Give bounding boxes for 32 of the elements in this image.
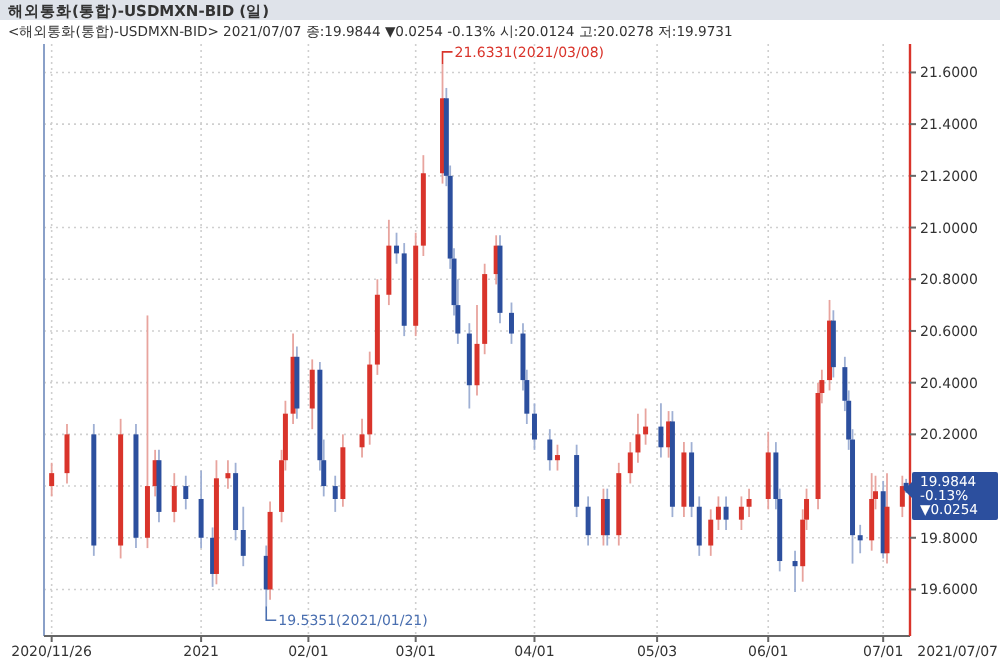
candlestick: [585, 495, 591, 547]
candlestick: [394, 231, 400, 265]
candlestick: [857, 523, 863, 555]
candlestick: [547, 428, 553, 472]
candlestick: [240, 505, 246, 568]
candlestick: [49, 461, 55, 498]
candlestick: [183, 474, 189, 511]
candlestick: [746, 487, 752, 518]
candlestick: [708, 508, 714, 557]
candlestick: [830, 309, 836, 379]
candlestick: [627, 441, 633, 485]
candlestick: [309, 358, 315, 431]
candlestick: [738, 495, 744, 531]
candlestick: [715, 495, 721, 531]
candlestick: [359, 417, 365, 459]
candlestick: [225, 459, 231, 490]
candlestick: [171, 472, 177, 524]
candlestick: [604, 487, 610, 547]
candlestick: [696, 495, 702, 557]
candlestick: [198, 469, 204, 549]
candlestick: [531, 402, 537, 451]
candlestick: [332, 474, 338, 513]
candlestick: [643, 407, 649, 446]
candlestick: [635, 412, 641, 464]
candlestick: [792, 549, 798, 593]
candlestick: [765, 430, 771, 511]
candlestick: [658, 402, 664, 459]
candlestick: [509, 301, 514, 345]
candlestick: [554, 443, 560, 472]
candlestick: [723, 495, 729, 531]
candlestick: [899, 474, 905, 518]
candlestick: [869, 472, 875, 552]
